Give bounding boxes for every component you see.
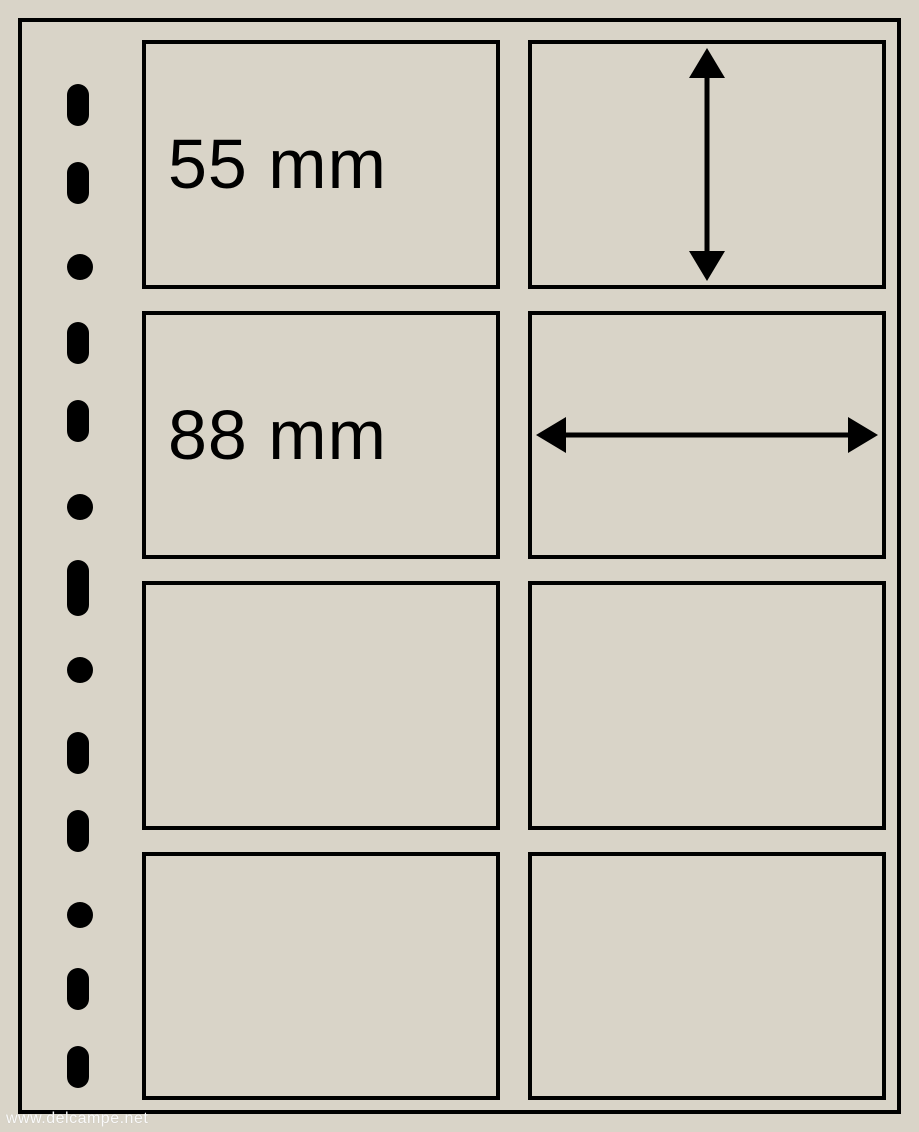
pocket-r1c2 (528, 40, 886, 289)
height-arrow-line (705, 56, 710, 273)
arrow-head-left-icon (536, 417, 566, 453)
binder-page-outline: 55 mm 88 mm (18, 18, 901, 1114)
arrow-head-up-icon (689, 48, 725, 78)
binder-hole-slot (67, 732, 89, 774)
pocket-r2c2 (528, 311, 886, 560)
binder-hole-slot (67, 810, 89, 852)
binder-hole-slot (67, 84, 89, 126)
binder-hole-round (67, 494, 93, 520)
pocket-r1c1: 55 mm (142, 40, 500, 289)
binder-hole-slot (67, 1046, 89, 1088)
pocket-r4c2 (528, 852, 886, 1101)
binder-hole-slot (67, 322, 89, 364)
pocket-r2c1: 88 mm (142, 311, 500, 560)
binder-hole-round (67, 254, 93, 280)
binder-hole-round (67, 902, 93, 928)
binder-hole-slot (67, 400, 89, 442)
pocket-grid: 55 mm 88 mm (142, 40, 886, 1100)
width-arrow-line (544, 432, 870, 437)
arrow-head-right-icon (848, 417, 878, 453)
pocket-width-label: 88 mm (168, 395, 387, 475)
binder-hole-slot (67, 162, 89, 204)
pocket-r4c1 (142, 852, 500, 1101)
binder-hole-round (67, 657, 93, 683)
binder-hole-slot (67, 560, 89, 616)
pocket-height-label: 55 mm (168, 124, 387, 204)
arrow-head-down-icon (689, 251, 725, 281)
watermark-text: www.delcampe.net (6, 1110, 148, 1128)
pocket-r3c2 (528, 581, 886, 830)
pocket-r3c1 (142, 581, 500, 830)
binder-hole-slot (67, 968, 89, 1010)
